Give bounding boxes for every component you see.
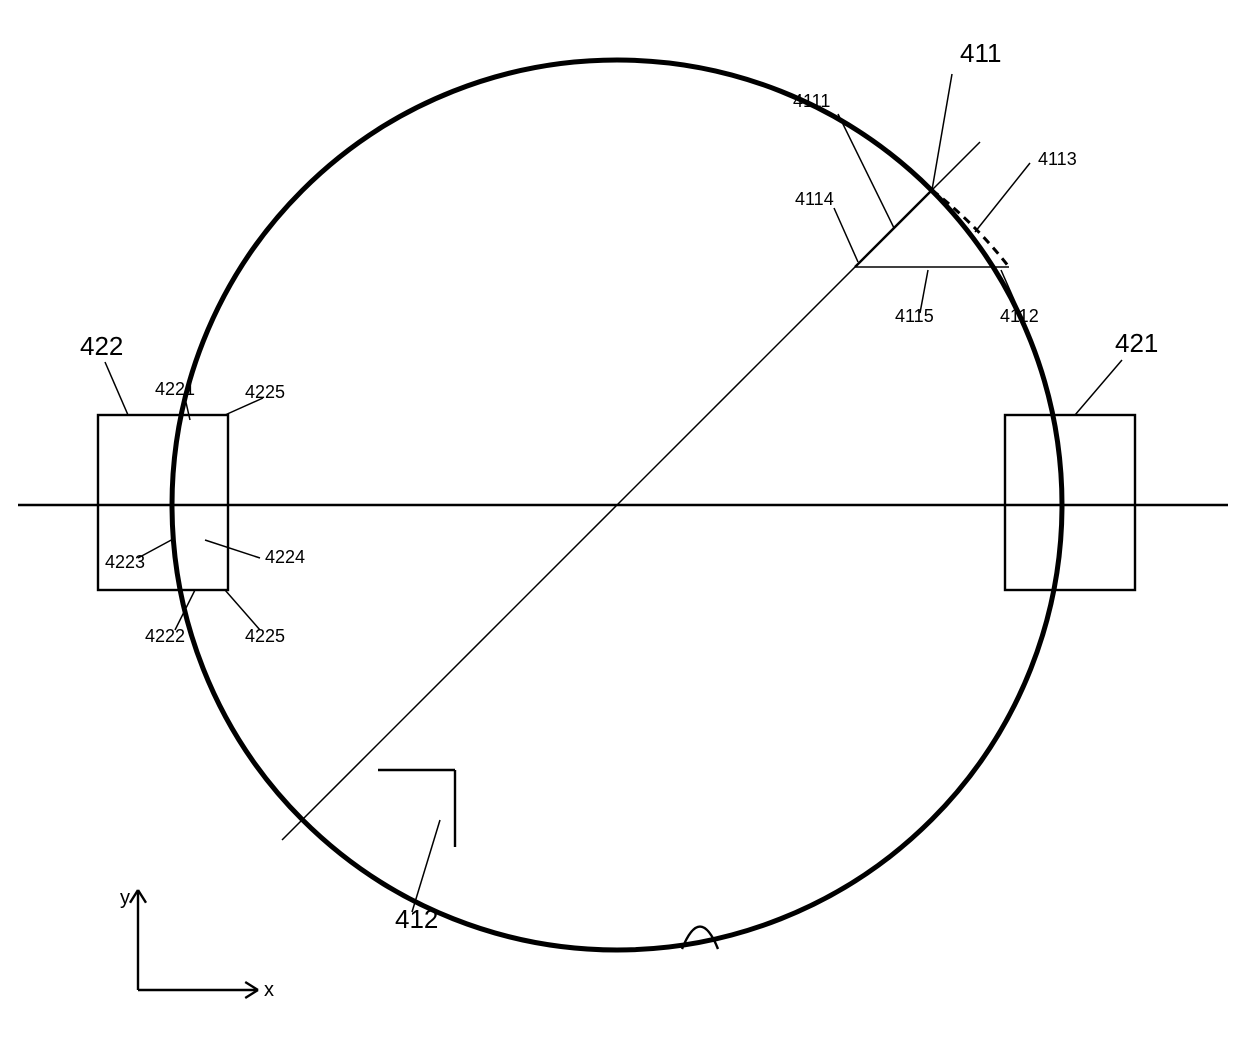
label-4222: 4222 <box>145 626 185 646</box>
coord-x-label: x <box>264 979 274 1001</box>
leader-422 <box>105 362 128 415</box>
label-421: 421 <box>1115 328 1158 358</box>
leader-4225b <box>225 590 260 630</box>
leader-412 <box>412 820 440 912</box>
label-4114: 4114 <box>795 189 834 209</box>
leader-421 <box>1075 360 1122 415</box>
label-411: 411 <box>960 38 1001 68</box>
label-4111: 4111 <box>793 91 830 111</box>
label-422: 422 <box>80 331 123 361</box>
leader-4113 <box>975 163 1030 232</box>
leader-4224 <box>205 540 260 558</box>
leader-4221 <box>185 398 190 420</box>
leader-4114 <box>834 208 858 262</box>
coord-y-label: y <box>120 887 130 909</box>
tri-411-side-left <box>855 190 932 267</box>
label-4115: 4115 <box>895 306 934 326</box>
leader-4111 <box>838 114 894 228</box>
label-4221: 4221 <box>155 379 195 399</box>
leader-4222 <box>175 590 195 630</box>
label-412: 412 <box>395 904 438 934</box>
label-4225a: 4225 <box>245 382 285 402</box>
label-4112: 4112 <box>1000 306 1039 326</box>
rect-421 <box>1005 415 1135 590</box>
label-4223: 4223 <box>105 552 145 572</box>
label-4113: 4113 <box>1038 149 1077 169</box>
label-4224: 4224 <box>265 547 305 567</box>
label-4225b: 4225 <box>245 626 285 646</box>
